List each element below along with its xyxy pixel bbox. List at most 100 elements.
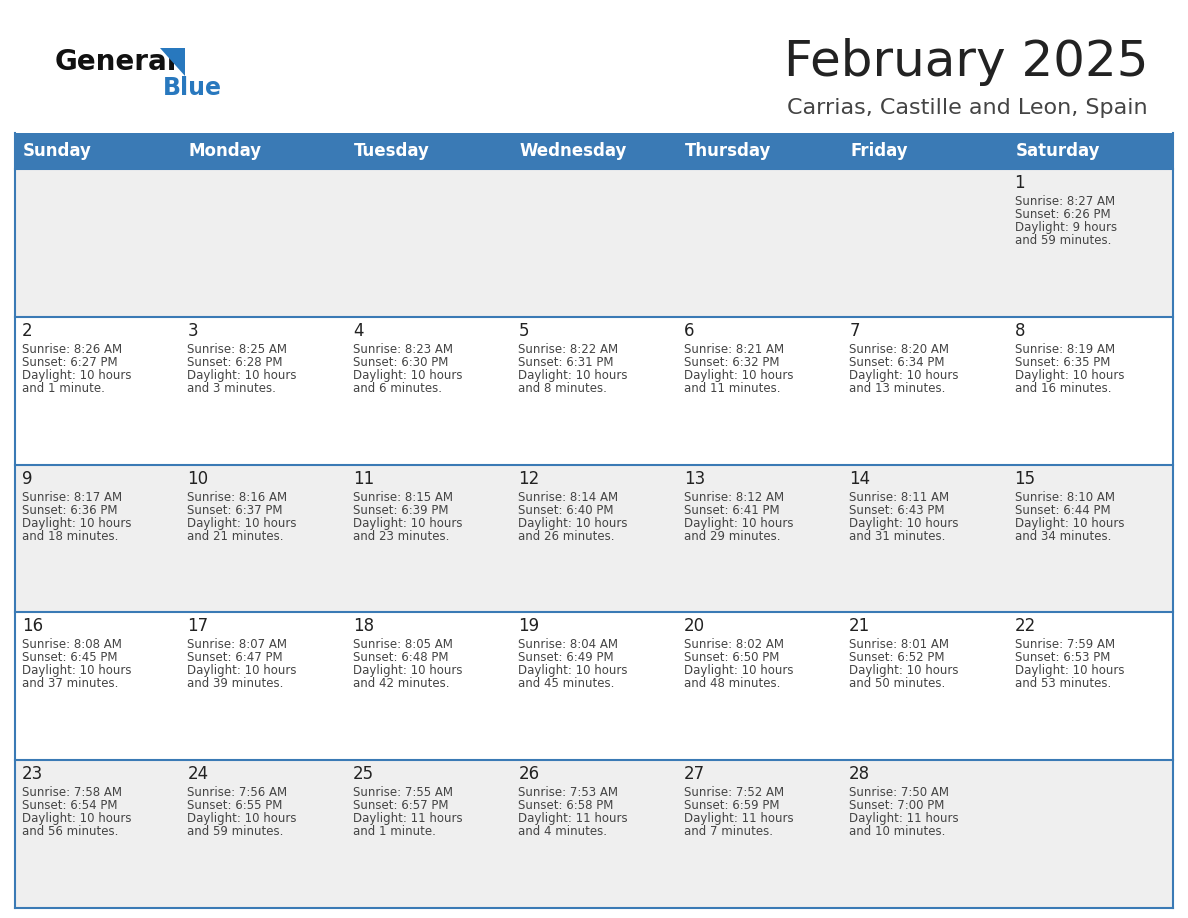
Text: and 59 minutes.: and 59 minutes. [1015,234,1111,247]
Text: Wednesday: Wednesday [519,142,626,160]
Text: Sunrise: 8:04 AM: Sunrise: 8:04 AM [518,638,618,652]
Text: and 7 minutes.: and 7 minutes. [684,825,772,838]
Text: 22: 22 [1015,618,1036,635]
Text: and 23 minutes.: and 23 minutes. [353,530,449,543]
Text: 11: 11 [353,470,374,487]
Text: Daylight: 10 hours: Daylight: 10 hours [518,517,627,530]
Text: Daylight: 10 hours: Daylight: 10 hours [23,812,132,825]
Text: 20: 20 [684,618,704,635]
Text: 16: 16 [23,618,43,635]
Text: and 39 minutes.: and 39 minutes. [188,677,284,690]
Text: and 10 minutes.: and 10 minutes. [849,825,946,838]
Text: and 42 minutes.: and 42 minutes. [353,677,449,690]
Text: Daylight: 10 hours: Daylight: 10 hours [188,665,297,677]
Text: Sunset: 6:47 PM: Sunset: 6:47 PM [188,652,283,665]
Bar [15,760,1173,908]
Text: and 31 minutes.: and 31 minutes. [849,530,946,543]
Text: Daylight: 10 hours: Daylight: 10 hours [684,517,794,530]
Text: and 1 minute.: and 1 minute. [353,825,436,838]
Text: and 34 minutes.: and 34 minutes. [1015,530,1111,543]
Text: 13: 13 [684,470,704,487]
Text: Sunset: 6:28 PM: Sunset: 6:28 PM [188,356,283,369]
Text: Sunset: 6:55 PM: Sunset: 6:55 PM [188,800,283,812]
Text: 1: 1 [1015,174,1025,192]
Text: Daylight: 10 hours: Daylight: 10 hours [518,665,627,677]
Text: Sunset: 6:31 PM: Sunset: 6:31 PM [518,356,614,369]
Text: Sunset: 6:53 PM: Sunset: 6:53 PM [1015,652,1110,665]
Text: Carrias, Castille and Leon, Spain: Carrias, Castille and Leon, Spain [788,98,1148,118]
Text: Sunrise: 8:07 AM: Sunrise: 8:07 AM [188,638,287,652]
Text: Sunrise: 8:08 AM: Sunrise: 8:08 AM [23,638,122,652]
Text: and 59 minutes.: and 59 minutes. [188,825,284,838]
Text: Sunset: 6:57 PM: Sunset: 6:57 PM [353,800,448,812]
Text: Daylight: 11 hours: Daylight: 11 hours [353,812,462,825]
Text: 27: 27 [684,766,704,783]
Text: Daylight: 10 hours: Daylight: 10 hours [353,665,462,677]
Text: Monday: Monday [189,142,261,160]
Text: 8: 8 [1015,322,1025,340]
Text: Sunrise: 8:17 AM: Sunrise: 8:17 AM [23,490,122,504]
Text: 18: 18 [353,618,374,635]
Text: Daylight: 10 hours: Daylight: 10 hours [188,369,297,382]
Text: Sunset: 7:00 PM: Sunset: 7:00 PM [849,800,944,812]
Text: Tuesday: Tuesday [354,142,430,160]
Text: and 18 minutes.: and 18 minutes. [23,530,119,543]
Text: Sunset: 6:34 PM: Sunset: 6:34 PM [849,356,944,369]
Text: Blue: Blue [163,76,222,100]
Text: Sunrise: 8:16 AM: Sunrise: 8:16 AM [188,490,287,504]
Text: Sunset: 6:36 PM: Sunset: 6:36 PM [23,504,118,517]
Text: Sunset: 6:44 PM: Sunset: 6:44 PM [1015,504,1111,517]
Text: Sunrise: 8:12 AM: Sunrise: 8:12 AM [684,490,784,504]
Text: Sunset: 6:49 PM: Sunset: 6:49 PM [518,652,614,665]
Text: and 8 minutes.: and 8 minutes. [518,382,607,395]
Text: 26: 26 [518,766,539,783]
Text: Daylight: 10 hours: Daylight: 10 hours [353,369,462,382]
Text: Sunrise: 7:52 AM: Sunrise: 7:52 AM [684,786,784,800]
Text: Sunrise: 8:21 AM: Sunrise: 8:21 AM [684,342,784,356]
Text: and 45 minutes.: and 45 minutes. [518,677,614,690]
Text: Daylight: 10 hours: Daylight: 10 hours [188,517,297,530]
Text: Daylight: 10 hours: Daylight: 10 hours [23,369,132,382]
Text: Daylight: 10 hours: Daylight: 10 hours [1015,517,1124,530]
Text: 10: 10 [188,470,209,487]
Text: and 53 minutes.: and 53 minutes. [1015,677,1111,690]
Text: Sunset: 6:52 PM: Sunset: 6:52 PM [849,652,944,665]
Text: Sunrise: 8:14 AM: Sunrise: 8:14 AM [518,490,619,504]
Text: Sunrise: 7:56 AM: Sunrise: 7:56 AM [188,786,287,800]
Text: and 11 minutes.: and 11 minutes. [684,382,781,395]
Text: Sunset: 6:39 PM: Sunset: 6:39 PM [353,504,448,517]
Text: 4: 4 [353,322,364,340]
Text: Daylight: 10 hours: Daylight: 10 hours [1015,369,1124,382]
Text: Sunrise: 7:50 AM: Sunrise: 7:50 AM [849,786,949,800]
Text: and 50 minutes.: and 50 minutes. [849,677,946,690]
Text: and 6 minutes.: and 6 minutes. [353,382,442,395]
Text: Sunrise: 8:05 AM: Sunrise: 8:05 AM [353,638,453,652]
Text: Daylight: 10 hours: Daylight: 10 hours [518,369,627,382]
Text: 25: 25 [353,766,374,783]
Text: 9: 9 [23,470,32,487]
Text: and 37 minutes.: and 37 minutes. [23,677,119,690]
Text: 15: 15 [1015,470,1036,487]
Text: and 26 minutes.: and 26 minutes. [518,530,614,543]
Text: Sunrise: 8:22 AM: Sunrise: 8:22 AM [518,342,619,356]
Text: Sunrise: 8:23 AM: Sunrise: 8:23 AM [353,342,453,356]
Text: Sunset: 6:27 PM: Sunset: 6:27 PM [23,356,118,369]
Text: 3: 3 [188,322,198,340]
Text: Sunrise: 8:10 AM: Sunrise: 8:10 AM [1015,490,1114,504]
Text: 21: 21 [849,618,871,635]
Text: Daylight: 10 hours: Daylight: 10 hours [849,369,959,382]
Text: Daylight: 10 hours: Daylight: 10 hours [353,517,462,530]
Text: and 3 minutes.: and 3 minutes. [188,382,277,395]
Text: General: General [55,48,177,76]
Text: 24: 24 [188,766,209,783]
Text: Saturday: Saturday [1016,142,1100,160]
Text: Sunset: 6:43 PM: Sunset: 6:43 PM [849,504,944,517]
Text: Sunrise: 7:53 AM: Sunrise: 7:53 AM [518,786,618,800]
Text: Daylight: 10 hours: Daylight: 10 hours [23,517,132,530]
Text: Sunrise: 8:20 AM: Sunrise: 8:20 AM [849,342,949,356]
Text: Sunrise: 8:11 AM: Sunrise: 8:11 AM [849,490,949,504]
Text: and 48 minutes.: and 48 minutes. [684,677,781,690]
Text: 12: 12 [518,470,539,487]
Text: Sunset: 6:30 PM: Sunset: 6:30 PM [353,356,448,369]
Text: 7: 7 [849,322,860,340]
